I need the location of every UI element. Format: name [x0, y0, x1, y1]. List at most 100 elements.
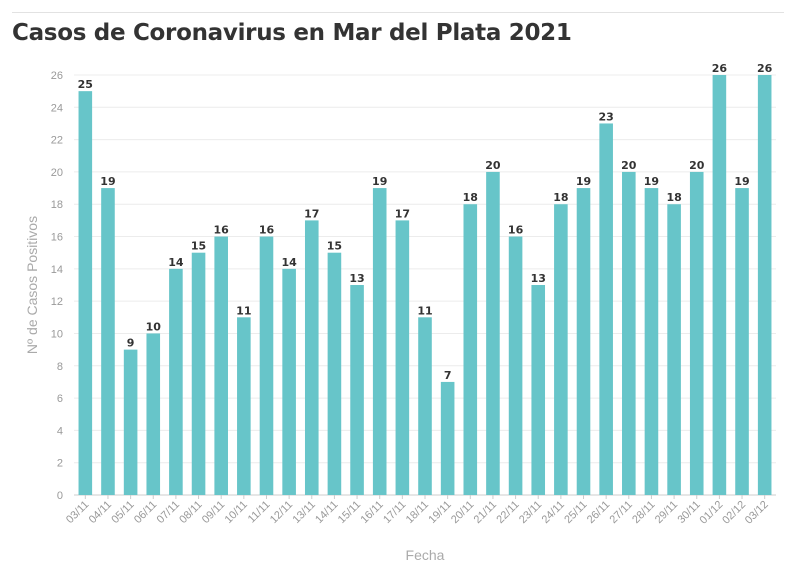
data-label: 19: [734, 175, 749, 188]
bar: [757, 75, 772, 495]
bar: [644, 188, 659, 496]
bar: [101, 188, 115, 496]
x-tick-label: 03/11: [64, 499, 91, 526]
data-label: 19: [372, 175, 387, 188]
x-tick-label: 10/11: [223, 499, 250, 526]
x-tick-label: 06/11: [132, 499, 159, 526]
data-label: 16: [214, 224, 230, 237]
data-label: 16: [259, 224, 275, 237]
bar: [689, 171, 704, 495]
x-tick-label: 26/11: [585, 499, 612, 526]
data-label: 15: [327, 240, 342, 253]
data-label: 25: [78, 78, 93, 91]
x-tick-label: 01/12: [698, 499, 726, 527]
x-tick-label: 17/11: [381, 499, 408, 526]
x-tick-label: 22/11: [494, 499, 521, 526]
bar: [78, 91, 93, 496]
data-label: 16: [508, 224, 524, 237]
bar: [622, 171, 636, 495]
bar: [372, 188, 387, 496]
y-tick-label: 20: [51, 167, 63, 179]
data-labels: 25 19 9 10 14 15 16 11 16 14 17 15 13 19 17 11 7 18 20 16 13…: [78, 62, 773, 382]
bar: [508, 236, 523, 496]
x-tick-label: 24/11: [540, 499, 567, 526]
bars: [78, 75, 772, 496]
y-tick-label: 8: [57, 361, 63, 373]
x-tick-label: 19/11: [426, 499, 453, 526]
y-tick-label: 4: [57, 425, 63, 437]
bar: [191, 252, 206, 495]
data-label: 13: [349, 272, 364, 285]
bar: [350, 285, 364, 495]
x-tick-label: 12/11: [268, 499, 295, 526]
data-label: 18: [553, 191, 568, 204]
data-label: 15: [191, 240, 206, 253]
data-label: 9: [127, 337, 135, 350]
bar: [554, 204, 568, 495]
y-tick-label: 0: [57, 490, 63, 502]
y-tick-label: 16: [51, 232, 63, 244]
x-tick-label: 28/11: [630, 499, 657, 526]
data-label: 11: [417, 304, 432, 317]
data-label: 13: [531, 272, 546, 285]
x-tick-label: 18/11: [404, 499, 431, 526]
data-label: 14: [168, 256, 184, 269]
x-tick-label: 15/11: [336, 499, 363, 526]
data-label: 17: [304, 207, 319, 220]
data-label: 20: [689, 159, 705, 172]
data-label: 23: [599, 110, 614, 123]
bar: [599, 123, 613, 495]
x-tick-label: 09/11: [200, 499, 227, 526]
x-tick-label: 30/11: [675, 499, 702, 526]
x-tick-label: 14/11: [313, 499, 340, 526]
x-tick-label: 02/12: [720, 499, 748, 527]
y-tick-label: 14: [51, 264, 63, 276]
bar: [486, 171, 500, 495]
gridlines: [74, 74, 776, 496]
bar: [735, 188, 749, 496]
data-label: 26: [712, 62, 728, 75]
data-label: 18: [463, 191, 478, 204]
y-axis-label: Nº de Casos Positivos: [24, 216, 40, 354]
data-label: 7: [444, 369, 452, 382]
x-tick-label: 25/11: [562, 499, 589, 526]
bar: [531, 285, 546, 495]
x-tick-label: 07/11: [155, 499, 182, 526]
x-tick-label: 11/11: [246, 499, 273, 526]
y-tick-label: 26: [51, 70, 63, 82]
x-tick-label: 23/11: [517, 499, 544, 526]
x-tick-label: 16/11: [358, 499, 385, 526]
x-tick-label: 04/11: [87, 499, 114, 526]
bar: [146, 333, 161, 495]
top-divider: [12, 12, 784, 13]
bar: [123, 349, 138, 495]
x-tick-label: 29/11: [653, 499, 680, 526]
data-label: 18: [666, 191, 681, 204]
y-tick-label: 12: [51, 296, 63, 308]
bar: [418, 317, 432, 495]
x-tick-label: 13/11: [291, 499, 318, 526]
x-tick-label: 27/11: [608, 499, 635, 526]
data-label: 20: [621, 159, 637, 172]
bar: [214, 236, 228, 496]
y-tick-label: 2: [57, 458, 63, 470]
data-label: 20: [485, 159, 501, 172]
bar: [169, 268, 183, 495]
x-axis-label: Fecha: [406, 547, 445, 563]
data-label: 10: [146, 320, 162, 333]
x-tick-label: 03/12: [743, 499, 771, 527]
bar: [282, 268, 296, 495]
bar: [463, 204, 478, 495]
data-label: 19: [576, 175, 591, 188]
bar: [667, 204, 681, 495]
x-axis: 03/1104/1105/1106/1107/1108/1109/1110/11…: [64, 495, 771, 527]
x-tick-label: 20/11: [449, 499, 476, 526]
bar: [327, 252, 342, 495]
y-tick-label: 22: [51, 135, 63, 147]
y-tick-label: 10: [51, 328, 63, 340]
chart-title: Casos de Coronavirus en Mar del Plata 20…: [12, 20, 572, 46]
data-label: 19: [100, 175, 115, 188]
bar: [395, 220, 410, 495]
